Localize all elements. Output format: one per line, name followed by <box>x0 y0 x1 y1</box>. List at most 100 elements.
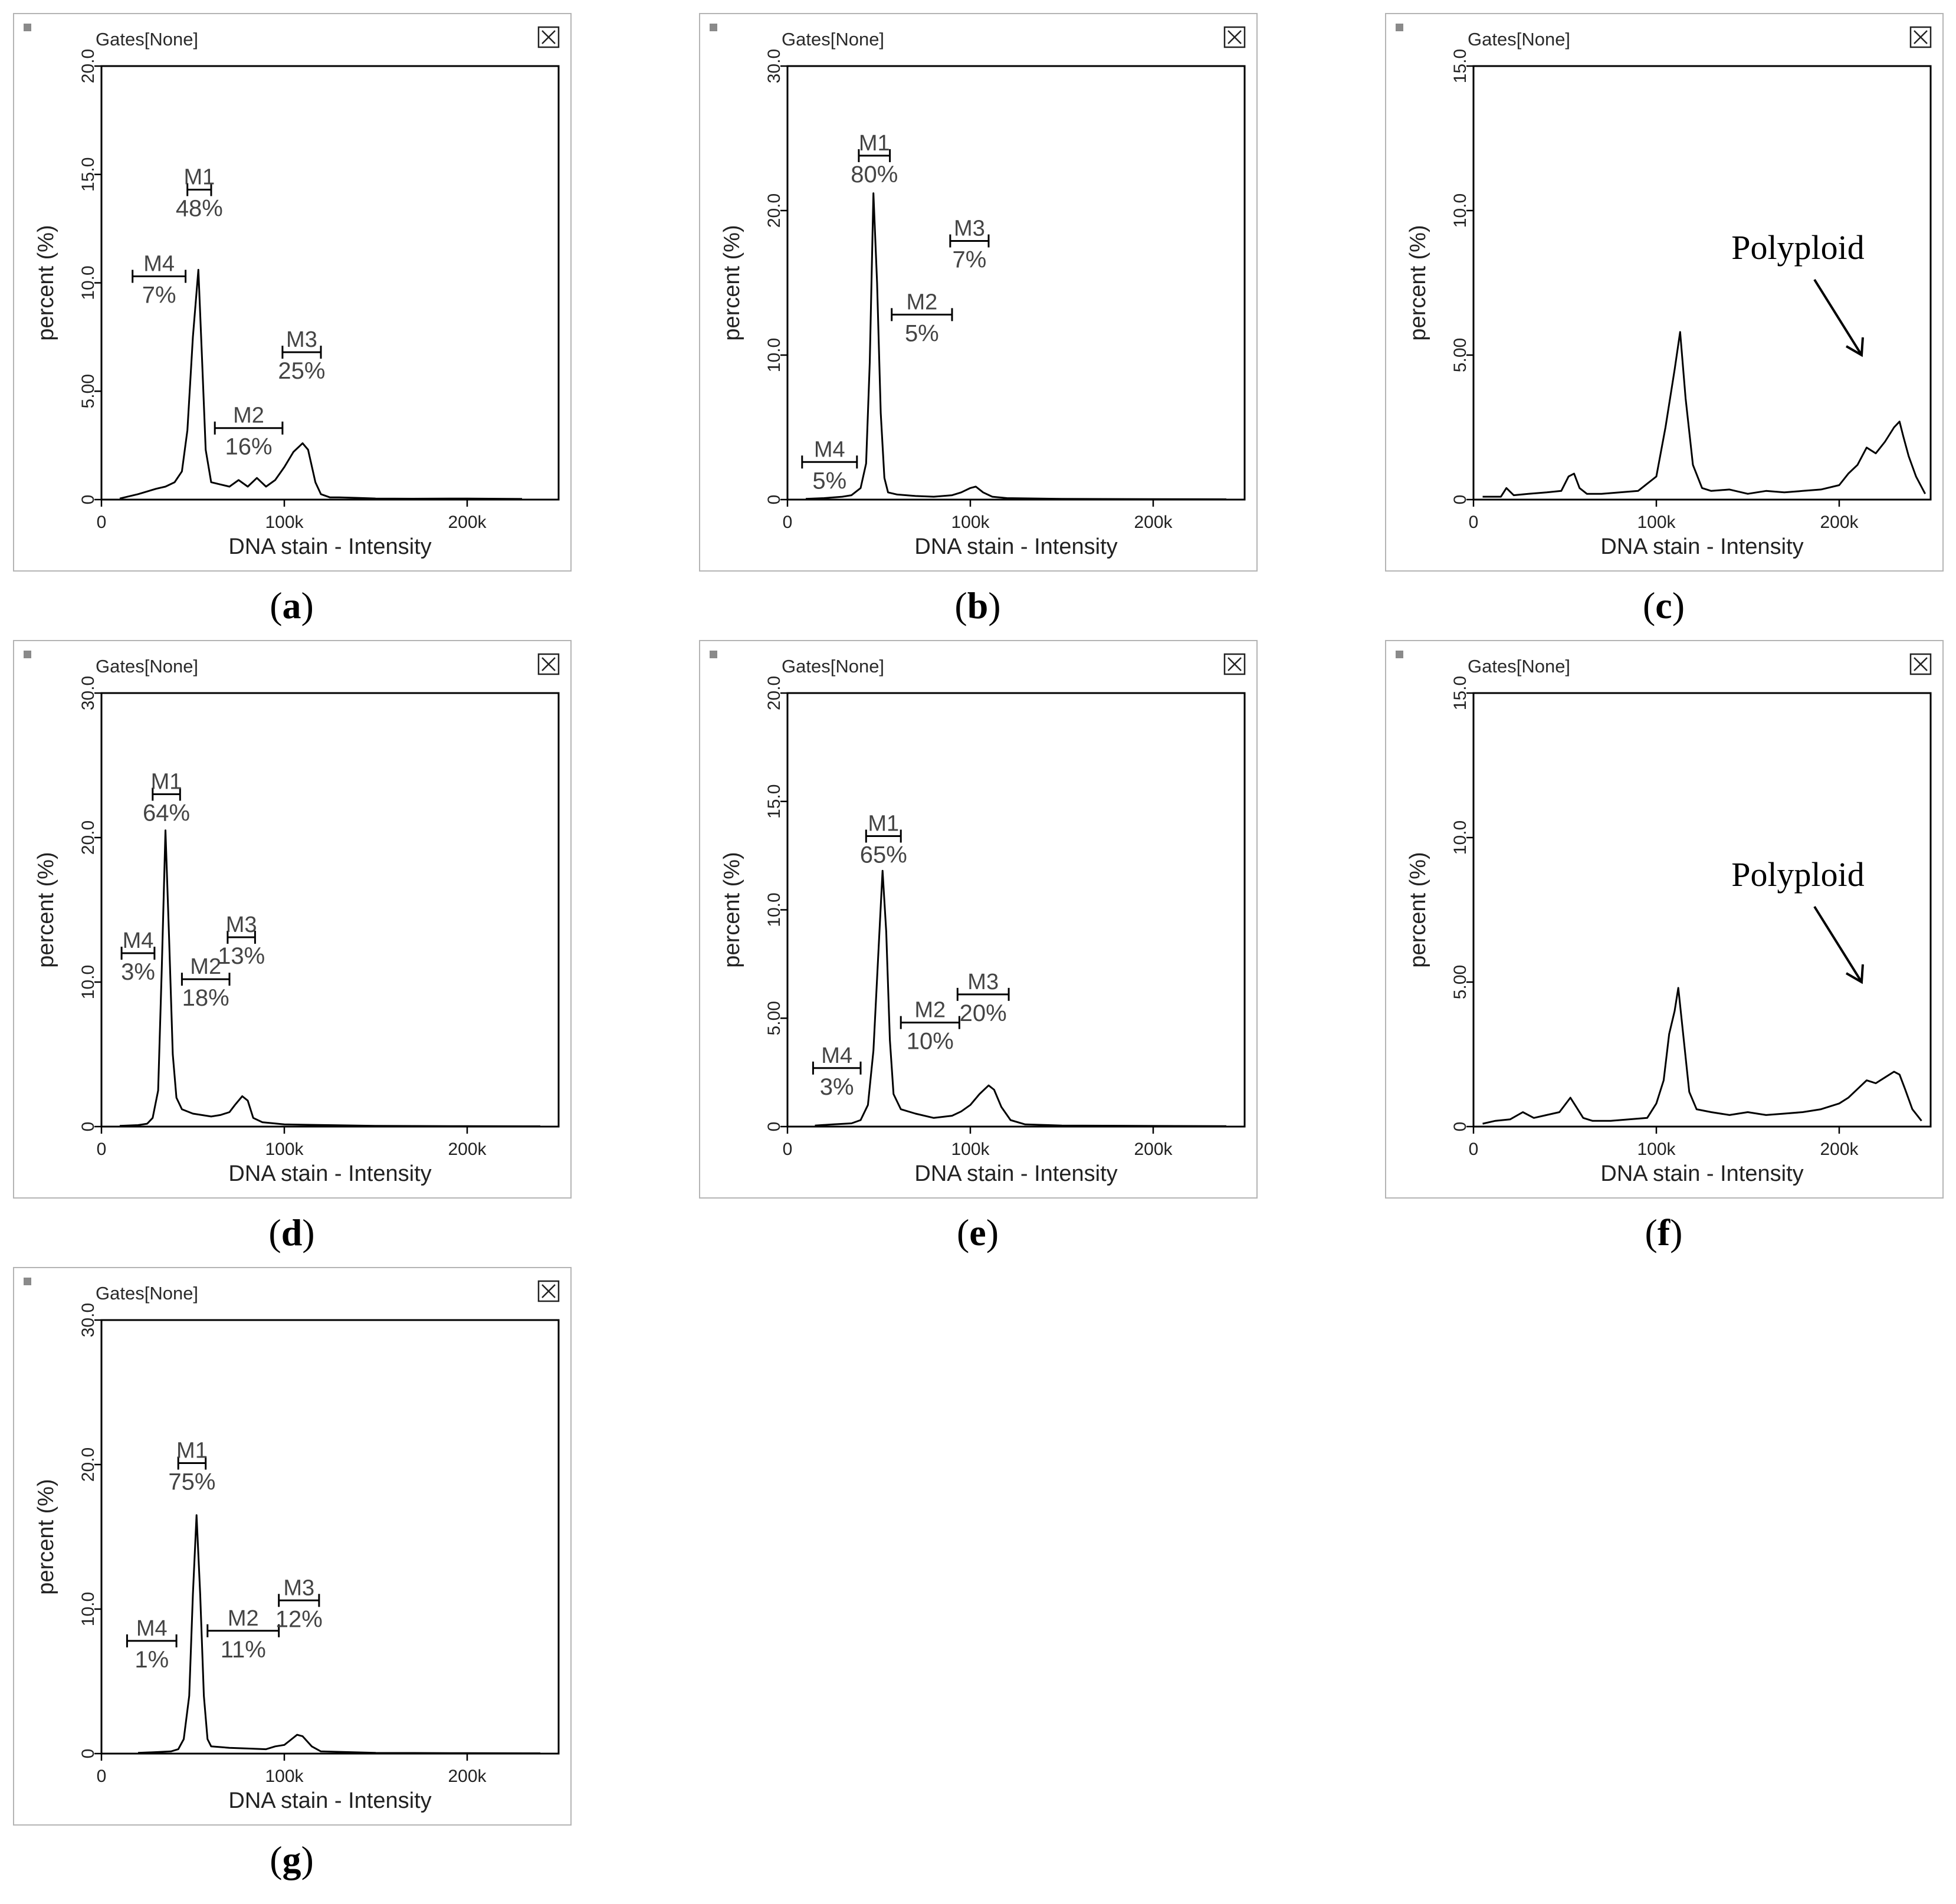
close-box-icon[interactable] <box>1223 653 1246 675</box>
gate-percent: 3% <box>121 959 155 985</box>
panel-caption-b: (b) <box>954 585 1001 626</box>
x-tick-label: 100k <box>1637 1140 1676 1159</box>
window-menu-icon[interactable] <box>24 1278 31 1285</box>
gate-percent: 12% <box>275 1606 323 1632</box>
gate-percent: 5% <box>812 468 846 494</box>
window-menu-icon[interactable] <box>710 651 717 658</box>
gate-marker-m4[interactable]: M45% <box>801 437 858 494</box>
histogram-panel-e: Gates[None] 0 5.00 10.0 15.0 20.0 0 100k 200k DNA… <box>699 640 1258 1199</box>
gate-name: M2 <box>906 290 937 314</box>
plot-window <box>13 640 572 1199</box>
window-menu-icon[interactable] <box>24 24 31 31</box>
window-menu-icon[interactable] <box>710 24 717 31</box>
window-menu-icon[interactable] <box>24 651 31 658</box>
polyploid-arrow <box>1813 905 1863 983</box>
y-tick-label: 0 <box>764 495 784 505</box>
y-tick-label: 0 <box>764 1122 784 1132</box>
panel-caption-e: (e) <box>956 1212 999 1253</box>
gate-percent: 48% <box>176 195 223 221</box>
caption-letter: f <box>1657 1212 1671 1253</box>
close-box-icon[interactable] <box>1909 653 1932 675</box>
y-tick-label: 15.0 <box>78 157 98 192</box>
x-tick-label: 0 <box>1469 513 1479 532</box>
gate-name: M3 <box>954 216 985 241</box>
gate-percent: 13% <box>218 943 265 969</box>
y-tick-label: 0 <box>78 1749 98 1759</box>
histogram-line <box>1482 331 1927 498</box>
close-box-icon[interactable] <box>537 653 560 675</box>
x-tick-label: 100k <box>265 1140 304 1159</box>
gate-marker-m4[interactable]: M43% <box>120 928 156 985</box>
gates-label: Gates[None] <box>96 29 199 50</box>
gate-percent: 25% <box>278 358 325 384</box>
gate-name: M4 <box>821 1043 852 1068</box>
gates-label: Gates[None] <box>96 1283 199 1304</box>
y-tick-label: 0 <box>78 495 98 505</box>
histogram-line <box>119 268 523 500</box>
gate-marker-m4[interactable]: M41% <box>126 1616 178 1673</box>
y-axis-label: percent (%) <box>1406 225 1430 340</box>
plot-area <box>1472 65 1932 501</box>
close-box-icon[interactable] <box>1223 26 1246 48</box>
y-tick-label: 15.0 <box>764 784 784 819</box>
y-tick-label: 5.00 <box>764 1001 784 1035</box>
gate-marker-m4[interactable]: M43% <box>812 1043 862 1100</box>
close-box-icon[interactable] <box>1909 26 1932 48</box>
y-tick-label: 0 <box>1450 495 1470 505</box>
x-tick-label: 200k <box>448 513 487 532</box>
gates-label: Gates[None] <box>782 656 885 677</box>
y-tick-label: 0 <box>1450 1122 1470 1132</box>
polyploid-annotation: Polyploid <box>1731 855 1865 894</box>
window-menu-icon[interactable] <box>1396 24 1403 31</box>
plot-window <box>13 13 572 572</box>
histogram-line <box>1482 987 1922 1125</box>
gate-name: M1 <box>859 131 890 156</box>
y-tick-label: 10.0 <box>1450 820 1470 855</box>
y-tick-label: 20.0 <box>78 49 98 83</box>
gate-marker-m3[interactable]: M37% <box>949 216 990 273</box>
gate-percent: 10% <box>907 1029 954 1055</box>
y-tick-label: 10.0 <box>764 338 784 372</box>
gate-marker-m2[interactable]: M25% <box>891 290 953 346</box>
gate-name: M1 <box>868 812 899 836</box>
gates-label: Gates[None] <box>782 29 885 50</box>
y-axis-label: percent (%) <box>1406 852 1430 967</box>
gate-percent: 20% <box>960 1000 1007 1026</box>
y-axis-label: percent (%) <box>34 852 58 967</box>
gate-percent: 75% <box>168 1469 215 1495</box>
x-tick-label: 200k <box>1134 513 1173 532</box>
close-box-icon[interactable] <box>537 26 560 48</box>
gate-name: M1 <box>183 165 215 189</box>
panel-caption-f: (f) <box>1645 1212 1683 1253</box>
y-tick-label: 20.0 <box>78 1447 98 1482</box>
plot-window <box>1385 640 1944 1199</box>
y-tick-label: 10.0 <box>78 965 98 999</box>
y-tick-label: 5.00 <box>1450 965 1470 999</box>
plot-area <box>1472 692 1932 1128</box>
y-axis-label: percent (%) <box>34 225 58 340</box>
gate-percent: 5% <box>905 320 939 346</box>
x-tick-label: 0 <box>97 1767 107 1786</box>
histogram-panel-f: Gates[None] 0 5.00 10.0 15.0 0 100k 200k DNA sta… <box>1385 640 1944 1199</box>
y-tick-label: 20.0 <box>764 676 784 710</box>
close-box-icon[interactable] <box>537 1280 560 1302</box>
x-tick-label: 100k <box>1637 513 1676 532</box>
y-tick-label: 5.00 <box>1450 338 1470 372</box>
gate-name: M1 <box>151 770 182 795</box>
gate-marker-m4[interactable]: M47% <box>132 251 187 308</box>
plot-area <box>786 692 1246 1128</box>
window-menu-icon[interactable] <box>1396 651 1403 658</box>
